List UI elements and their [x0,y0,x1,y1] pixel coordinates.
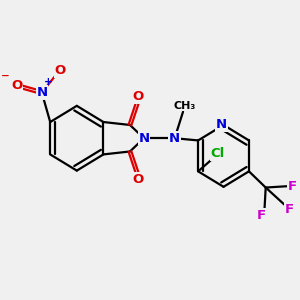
Text: F: F [288,180,297,193]
Text: O: O [11,79,22,92]
Text: N: N [138,132,149,145]
Text: F: F [285,203,294,216]
Text: N: N [216,118,227,131]
Text: CH₃: CH₃ [173,101,196,111]
Text: Cl: Cl [211,147,225,160]
Text: N: N [169,132,180,145]
Text: O: O [133,173,144,186]
Text: −: − [1,70,10,80]
Text: N: N [36,86,47,99]
Text: +: + [44,77,52,87]
Text: F: F [257,209,266,222]
Text: O: O [133,91,144,103]
Text: O: O [54,64,66,77]
